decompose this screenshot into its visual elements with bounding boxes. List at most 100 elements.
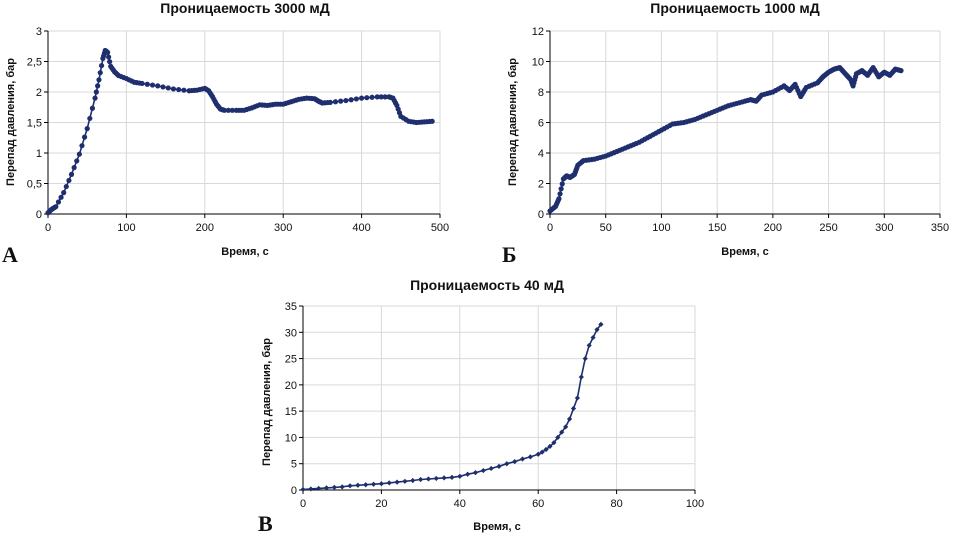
chart-a-ytick-label: 2,5 [27,57,42,69]
chart-b-ytick-label: 4 [538,148,544,160]
chart-c-title: Проницаемость 40 мД [410,277,564,293]
chart-b-data-point [557,191,563,197]
chart-a-data-point [165,85,171,91]
chart-c-xtick-label: 40 [454,498,466,510]
chart-a-ylabel: Перепад давления, бар [5,58,17,186]
chart-c-data-point [386,480,392,486]
chart-a-data-point [139,80,145,87]
chart-a-data-point [104,49,111,55]
chart-b-xtick-label: 300 [875,222,893,234]
chart-a-data-point [66,177,72,184]
chart-b-ytick-label: 2 [538,179,544,191]
chart-c-xtick-label: 80 [610,498,622,510]
chart-a-ytick-label: 1 [36,148,42,160]
chart-c-data-point [402,478,408,484]
chart-a-data-point [98,62,105,69]
chart-c-ytick-label: 10 [285,432,297,444]
chart-b-ytick-label: 12 [532,26,544,38]
chart-panel-b: Проницаемость 1000 мД Время, с Перепад д… [502,0,949,267]
chart-a-ytick-label: 0 [36,209,42,221]
chart-b-data-point [898,68,904,74]
chart-c-xtick-label: 100 [686,498,704,510]
chart-b-ytick-label: 8 [538,87,544,99]
chart-c-data-point [347,483,353,489]
chart-a-ytick-label: 0,5 [27,179,42,191]
chart-c-data-point [441,475,447,481]
chart-a-data-point [87,115,93,122]
chart-b-xtick-label: 100 [652,222,670,234]
chart-a-data-point [364,95,370,101]
chart-c-data-point [363,482,369,488]
chart-a-data-point [181,87,187,93]
chart-a-ytick-label: 3 [36,26,42,38]
chart-c-data-point [465,471,471,477]
chart-a-xlabel: Время, с [221,246,268,258]
chart-a-ytick-label: 2 [36,87,42,99]
chart-c-series-line [302,323,602,491]
chart-a-data-point [92,95,98,101]
chart-c-data-point [512,459,518,465]
chart-a-data-point [343,97,349,104]
chart-c-data-point [308,486,314,492]
chart-a-data-point [229,107,235,113]
chart-a-xtick-label: 0 [45,222,51,234]
chart-b-xtick-label: 0 [547,222,553,234]
chart-c-data-point [457,473,463,479]
chart-c-data-point [418,476,424,483]
chart-b-ytick-label: 10 [532,57,544,69]
chart-c-data-point [504,461,510,467]
chart-b-series-line [549,66,902,212]
chart-c-data-point [527,454,533,460]
chart-b-ytick-label: 6 [538,118,544,130]
chart-c-ytick-label: 15 [285,406,297,418]
chart-b-xlabel: Время, с [721,246,768,258]
chart-c-data-point [598,321,604,327]
chart-a-data-point [221,107,227,113]
chart-c-data-point [543,446,549,453]
chart-a-xtick-label: 100 [117,222,135,234]
chart-b-xtick-label: 250 [819,222,837,234]
chart-c-ytick-label: 30 [285,327,297,339]
chart-c-data-point [480,467,486,474]
chart-c-data-point [578,374,584,380]
chart-a-data-point [107,59,113,65]
chart-a-data-point [149,82,156,88]
chart-a-data-point [374,94,380,100]
chart-c-ytick-label: 20 [285,380,297,392]
chart-c-ytick-label: 0 [291,485,297,497]
chart-a-data-point [84,126,90,132]
chart-c-data-point [300,486,306,493]
chart-c-data-point [394,479,400,485]
chart-a-ytick-label: 1,5 [27,118,42,130]
chart-c-ylabel: Перепад давления, бар [261,338,273,466]
chart-b-data-point [556,196,562,202]
chart-b-xtick-label: 350 [931,222,949,234]
chart-panel-a: Проницаемость 3000 мД Время, с Перепад д… [2,0,449,267]
chart-c-data-point [551,440,557,446]
chart-panel-c: Проницаемость 40 мД Время, с Перепад дав… [258,277,704,536]
chart-a-data-point [225,107,231,113]
chart-a-data-point [95,83,101,89]
chart-c-data-point [488,465,494,472]
chart-a-data-point [93,89,99,95]
chart-a-data-point [353,96,359,102]
chart-a-xtick-label: 400 [352,222,370,234]
chart-c-data-point [570,405,577,412]
chart-c-panel-letter: В [258,511,273,536]
chart-b-plot: 0 2 4 6 8 10 12 0 50 100 150 200 250 300 350 [532,26,949,234]
chart-b-title: Проницаемость 1000 мД [650,0,819,16]
chart-c-data-point [555,434,561,441]
chart-a-data-point [176,86,182,93]
chart-a-data-point [76,151,82,157]
chart-a-data-point [338,98,344,104]
chart-c-data-point [472,470,479,476]
chart-a-data-point [327,99,333,105]
chart-c-data-point [547,443,553,449]
chart-c-data-point [539,449,545,455]
chart-c-ytick-label: 5 [291,459,297,471]
chart-c-ytick-label: 35 [285,301,297,313]
chart-a-data-point [61,190,67,196]
chart-a-data-point [106,54,112,60]
chart-a-data-point [359,95,365,101]
